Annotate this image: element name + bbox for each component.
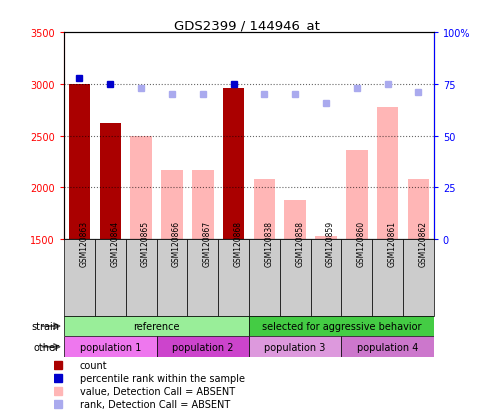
Bar bbox=[100, 124, 121, 240]
Bar bbox=[130, 136, 152, 240]
Bar bbox=[218, 240, 249, 316]
Text: GSM120867: GSM120867 bbox=[203, 221, 212, 266]
Bar bbox=[126, 240, 157, 316]
Text: population 4: population 4 bbox=[357, 342, 418, 352]
Bar bbox=[161, 170, 183, 240]
Text: GSM120858: GSM120858 bbox=[295, 221, 304, 266]
Text: selected for aggressive behavior: selected for aggressive behavior bbox=[262, 321, 421, 331]
Text: GSM120864: GSM120864 bbox=[110, 221, 119, 266]
Text: GSM120865: GSM120865 bbox=[141, 221, 150, 266]
Bar bbox=[341, 337, 434, 357]
Bar bbox=[192, 170, 213, 240]
Text: percentile rank within the sample: percentile rank within the sample bbox=[79, 373, 245, 383]
Text: value, Detection Call = ABSENT: value, Detection Call = ABSENT bbox=[79, 386, 235, 396]
Text: other: other bbox=[33, 342, 59, 352]
Bar bbox=[372, 240, 403, 316]
Bar bbox=[315, 236, 337, 240]
Bar bbox=[408, 180, 429, 240]
Text: population 1: population 1 bbox=[80, 342, 141, 352]
Text: GSM120862: GSM120862 bbox=[419, 221, 427, 266]
Text: population 2: population 2 bbox=[172, 342, 234, 352]
Bar bbox=[284, 200, 306, 240]
Bar bbox=[346, 151, 368, 240]
Text: GSM120863: GSM120863 bbox=[79, 221, 89, 266]
Text: GSM120861: GSM120861 bbox=[387, 221, 397, 266]
Text: count: count bbox=[79, 360, 107, 370]
Text: strain: strain bbox=[31, 321, 59, 331]
Bar bbox=[280, 240, 311, 316]
Text: GSM120859: GSM120859 bbox=[326, 221, 335, 266]
Bar bbox=[249, 240, 280, 316]
Bar bbox=[157, 240, 187, 316]
Bar bbox=[377, 107, 398, 240]
Text: GSM120838: GSM120838 bbox=[264, 221, 274, 266]
Bar bbox=[341, 240, 372, 316]
Bar bbox=[187, 240, 218, 316]
Bar bbox=[157, 337, 249, 357]
Bar bbox=[249, 316, 434, 337]
Text: population 3: population 3 bbox=[265, 342, 326, 352]
Bar bbox=[64, 240, 95, 316]
Text: GSM120866: GSM120866 bbox=[172, 221, 181, 266]
Bar bbox=[249, 337, 341, 357]
Bar bbox=[223, 89, 245, 240]
Bar bbox=[403, 240, 434, 316]
Text: reference: reference bbox=[133, 321, 180, 331]
Text: rank, Detection Call = ABSENT: rank, Detection Call = ABSENT bbox=[79, 399, 230, 409]
Bar bbox=[95, 240, 126, 316]
Bar bbox=[253, 180, 275, 240]
Bar bbox=[69, 85, 90, 240]
Text: GSM120860: GSM120860 bbox=[357, 221, 366, 266]
Text: GDS2399 / 144946_at: GDS2399 / 144946_at bbox=[174, 19, 319, 31]
Bar bbox=[64, 316, 249, 337]
Text: GSM120868: GSM120868 bbox=[234, 221, 243, 266]
Bar bbox=[311, 240, 341, 316]
Bar bbox=[64, 337, 157, 357]
